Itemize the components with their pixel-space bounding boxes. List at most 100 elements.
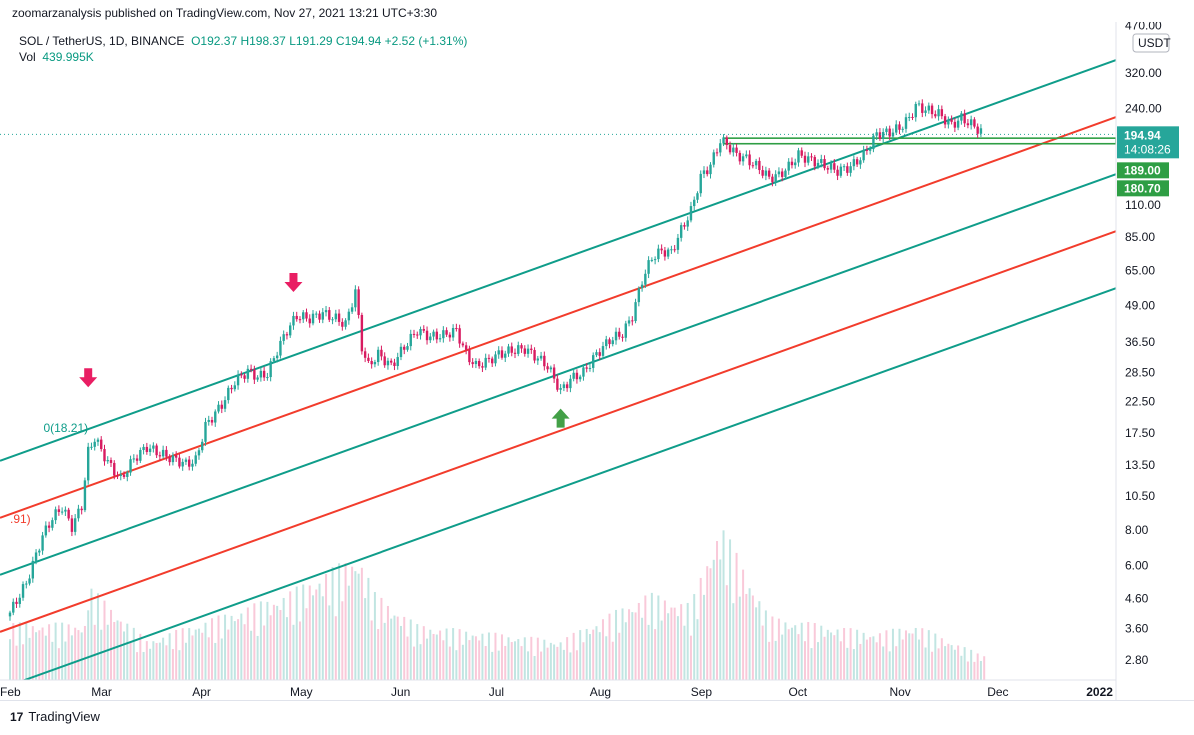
candle-body [693, 199, 696, 207]
volume-bar [924, 647, 927, 680]
volume-bar [647, 624, 650, 680]
volume-bar [351, 566, 354, 680]
candle-body [816, 162, 820, 167]
volume-bar [83, 625, 86, 680]
candle-body [601, 346, 605, 356]
candle-body [227, 387, 230, 401]
volume-bar [207, 637, 210, 680]
volume-bar [419, 644, 422, 680]
candle-body [683, 225, 686, 227]
candle-body [31, 560, 35, 579]
time-tick-label-0: Feb [0, 685, 21, 699]
candle-body [331, 319, 334, 321]
volume-bar [484, 646, 487, 680]
candle-body [507, 346, 510, 354]
candle-body [578, 376, 582, 380]
volume-bar [637, 602, 640, 680]
candle-body [113, 462, 116, 476]
candle-body [657, 248, 660, 260]
volume-bar [719, 559, 722, 680]
candle-body [243, 375, 246, 379]
candle-body [953, 121, 957, 128]
volume-bar [963, 647, 966, 680]
candle-body [204, 421, 207, 442]
price-chart[interactable]: 0(18.21) .91) 470.00 320.00 240.00 110.00 85.0… [0, 22, 1194, 700]
candle-body [666, 249, 670, 257]
candle-body [588, 367, 592, 369]
volume-bar [491, 651, 494, 680]
time-tick-label-5: Jul [489, 685, 504, 699]
candle-body [754, 160, 758, 166]
volume-bar [41, 627, 44, 680]
candle-body [57, 509, 61, 512]
volume-bar [354, 571, 357, 680]
close-value: C194.94 [335, 34, 382, 48]
candle-body [885, 128, 888, 133]
volume-bar [911, 633, 914, 680]
volume-bar [624, 622, 627, 680]
candle-body [370, 360, 373, 365]
volume-bar [390, 618, 393, 680]
candle-body [767, 170, 771, 177]
candle-body [621, 336, 624, 338]
volume-bar [224, 614, 227, 680]
candle-body [855, 159, 859, 165]
symbol-label[interactable]: SOL / TetherUS, 1D, BINANCE [19, 34, 185, 48]
price-tick-label-7: 36.50 [1125, 335, 1155, 349]
volume-bar [582, 642, 585, 680]
volume-bar [38, 630, 41, 680]
candle-body [712, 152, 715, 165]
candle-body [963, 113, 966, 124]
volume-bar [77, 630, 80, 680]
candle-body [341, 321, 344, 327]
volume-bar [598, 632, 601, 680]
volume-bar [918, 639, 921, 680]
volume-bar [406, 636, 409, 680]
volume-bar [807, 622, 810, 680]
volume-bar [800, 622, 803, 680]
candle-body [403, 346, 406, 350]
candle-body [292, 315, 295, 326]
candle-body [464, 345, 468, 350]
volume-bar [237, 619, 240, 680]
volume-bar [426, 638, 429, 680]
candle-body [135, 458, 139, 461]
candle-body [253, 369, 256, 380]
candle-body [41, 535, 44, 551]
candle-body [425, 330, 429, 341]
brand-label[interactable]: TradingView [28, 709, 100, 724]
volume-bar [145, 641, 148, 680]
candle-body [679, 225, 683, 238]
channel-line-3 [0, 230, 1116, 633]
price-tick-label-13: 8.00 [1125, 523, 1149, 537]
volume-bar [859, 643, 862, 680]
candle-body [21, 584, 25, 598]
candle-body [523, 348, 526, 354]
volume-bar [220, 638, 223, 680]
candle-body [429, 336, 432, 341]
volume-bar [605, 636, 608, 680]
candle-body [836, 169, 839, 176]
volume-bar [644, 595, 647, 680]
ohlc-row: SOL / TetherUS, 1D, BINANCE O192.37 H198… [19, 33, 467, 49]
volume-bar [448, 646, 451, 680]
volume-bar [823, 636, 826, 680]
volume-bar [699, 577, 702, 680]
volume-bar [253, 603, 256, 680]
candle-body [530, 348, 533, 351]
candle-body [846, 166, 849, 173]
candle-body [132, 458, 136, 460]
volume-bar [87, 610, 90, 680]
channel-line-2 [0, 173, 1116, 576]
volume-bar [683, 625, 686, 680]
candle-body [960, 113, 963, 121]
arrow-down-marker-0 [79, 368, 98, 388]
candle-body [295, 315, 298, 320]
volume-bar [74, 627, 77, 680]
candle-body [126, 472, 129, 477]
volume-bar [875, 642, 878, 680]
candle-body [409, 333, 412, 347]
candle-body [191, 463, 194, 467]
volume-bar [865, 639, 868, 680]
volume-bar [321, 596, 324, 680]
